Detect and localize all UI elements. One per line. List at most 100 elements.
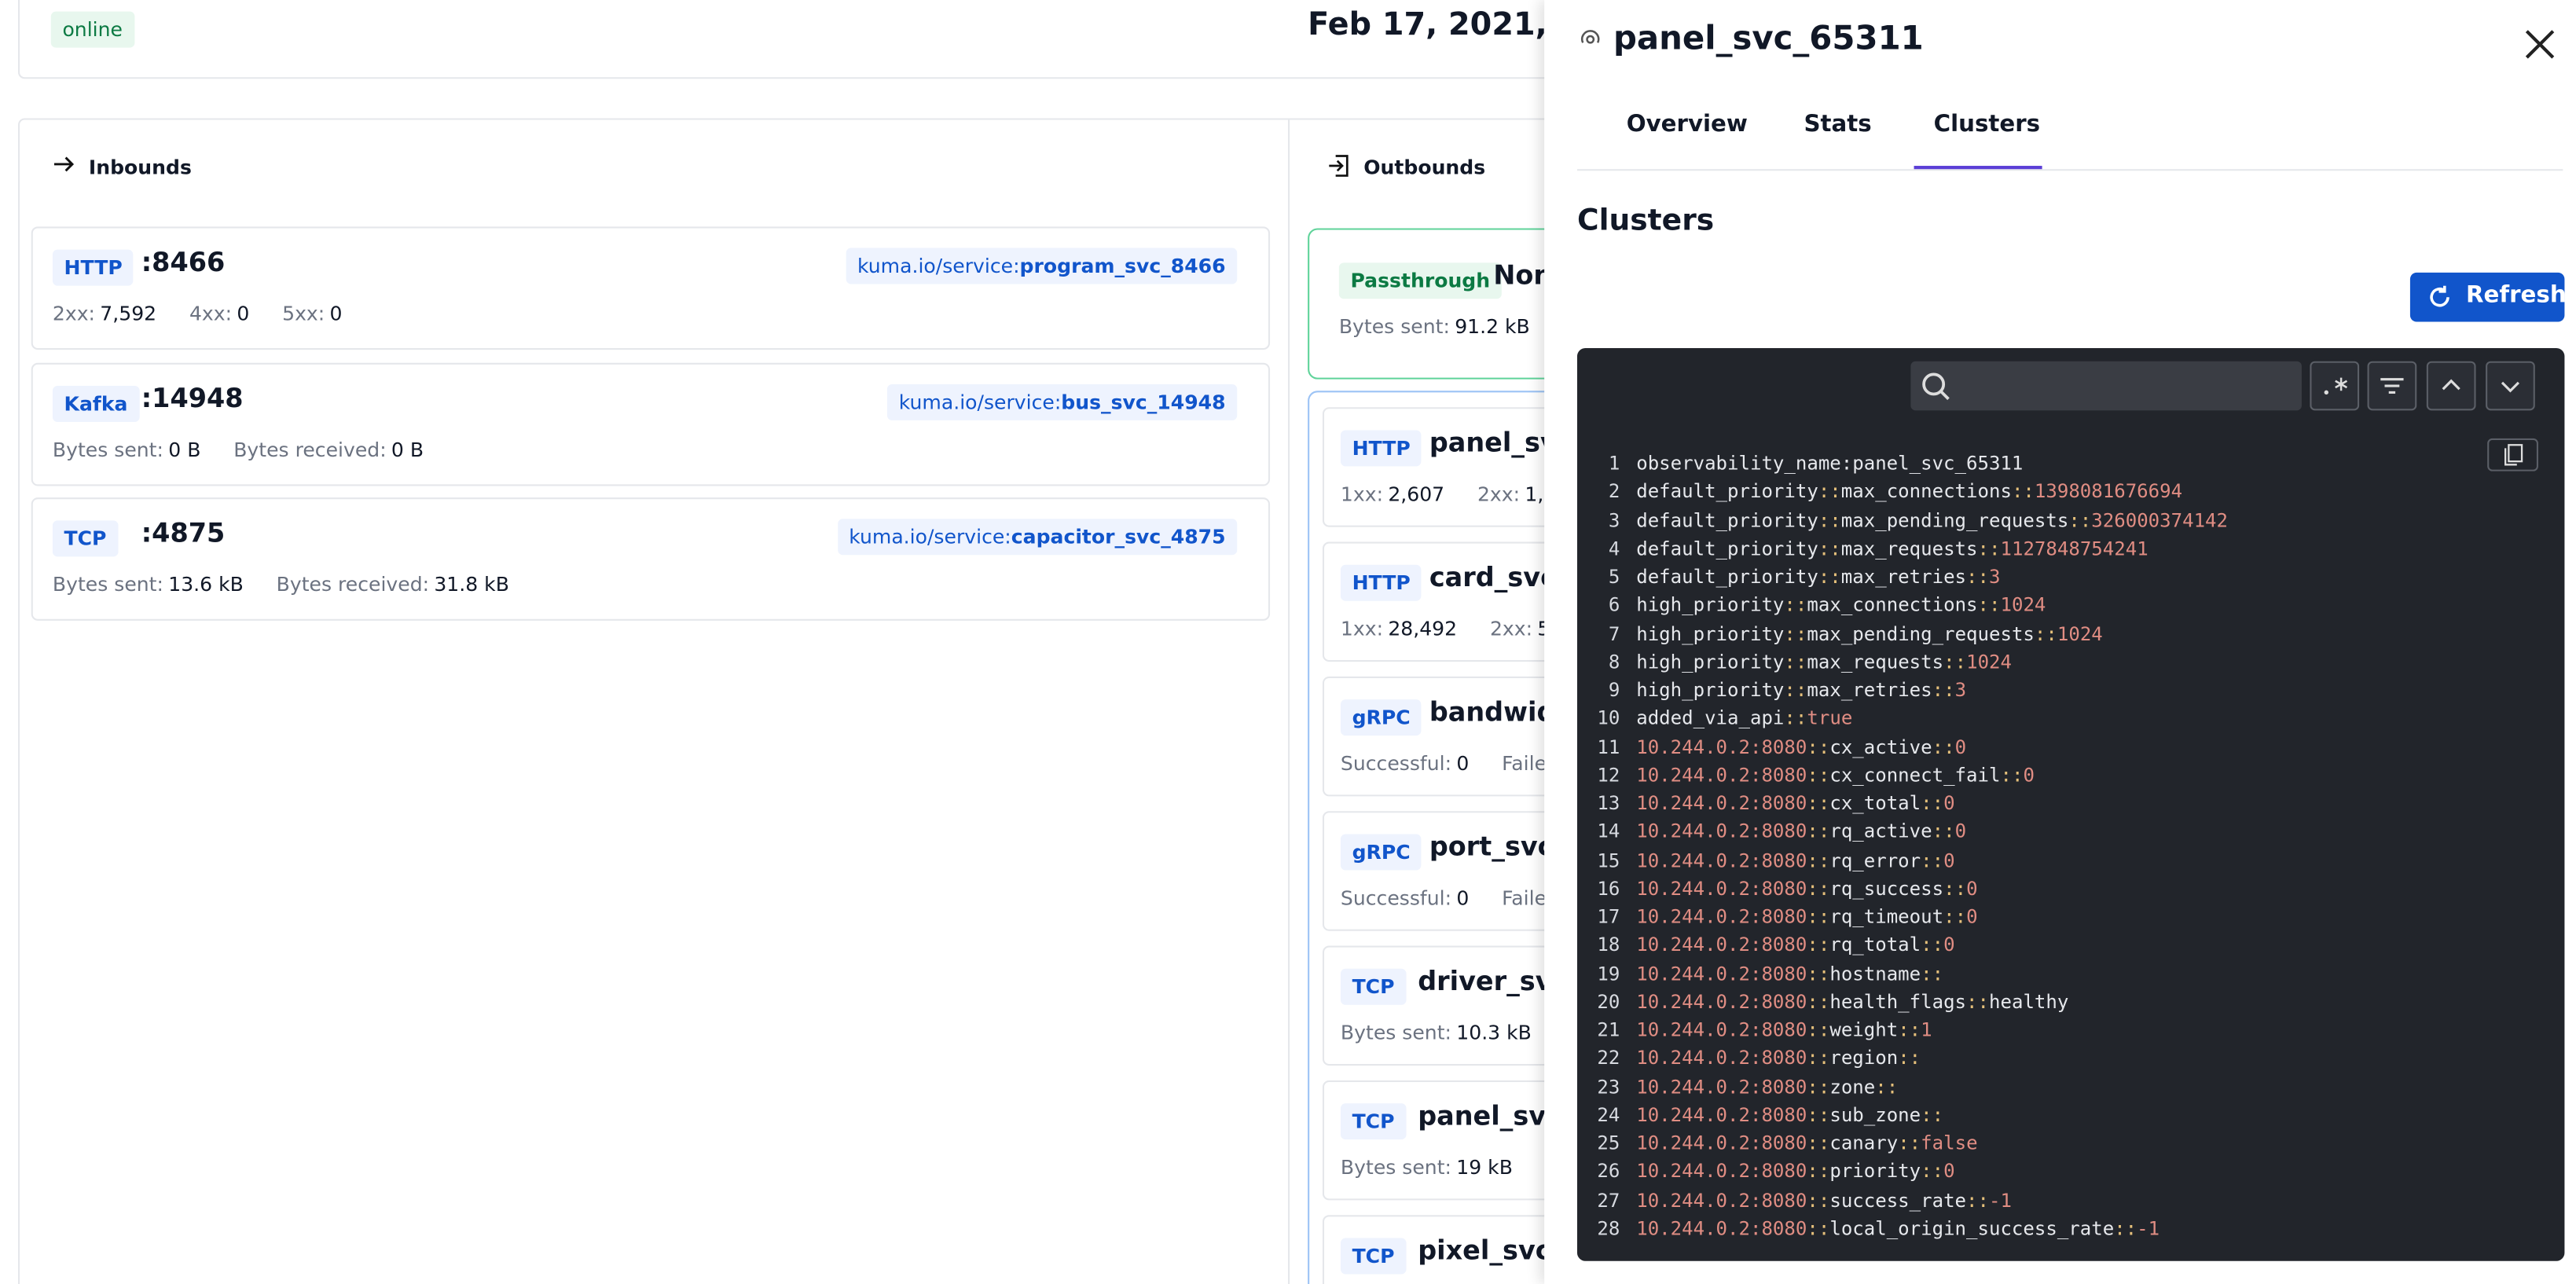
outbounds-title: Outbounds [1363, 156, 1486, 179]
code-line: 10.244.0.2:8080::success_rate::-1 [1636, 1187, 2013, 1212]
stat-label: Faile [1502, 886, 1547, 910]
protocol-badge: TCP [1340, 1238, 1407, 1275]
service-name: driver_svc [1418, 965, 1569, 997]
outbound-card: Passthrough Non Bytes sent: 91.2 kB [1322, 241, 1569, 365]
tab-overview[interactable]: Overview [1626, 112, 1748, 138]
code-line: default_priority::max_retries::3 [1636, 564, 2001, 589]
code-line: 10.244.0.2:8080::cx_active::0 [1636, 735, 1967, 758]
stat-label: 1xx: [1340, 617, 1384, 640]
filter-button[interactable] [2367, 361, 2417, 411]
regex-button[interactable] [2310, 361, 2360, 411]
filter-icon [2380, 378, 2404, 394]
refresh-icon [2430, 285, 2449, 307]
line-number: 2 [1608, 479, 1620, 503]
line-number: 23 [1597, 1074, 1620, 1098]
stat-value: 2,607 [1388, 482, 1445, 506]
stat-label: Bytes sent: [52, 573, 163, 596]
tag-key: kuma.io/service: [849, 525, 1011, 548]
code-line: default_priority::max_connections::13980… [1636, 479, 2183, 503]
port: :14948 [141, 381, 244, 413]
tab-clusters[interactable]: Clusters [1933, 112, 2041, 138]
copy-button[interactable] [2487, 438, 2538, 471]
outbound-card: gRPC port_svc_ Successful: 0 Faile [1322, 811, 1569, 931]
regex-icon [2324, 377, 2348, 395]
protocol-badge: TCP [52, 520, 119, 557]
side-panel: panel_svc_65311 Overview Stats Clusters … [1544, 0, 2576, 1284]
stats-row: Bytes sent: 10.3 kB [1341, 1022, 1565, 1044]
service-tag: kuma.io/service:program_svc_8466 [846, 248, 1238, 284]
inbound-card: TCP:4875 kuma.io/service:capacitor_svc_48… [31, 497, 1271, 621]
refresh-label: Refresh [2465, 282, 2567, 309]
code-line: 10.244.0.2:8080::weight::1 [1636, 1018, 1932, 1041]
tag-value: bus_svc_14948 [1061, 390, 1226, 413]
tag-value: program_svc_8466 [1019, 254, 1226, 278]
line-number: 15 [1597, 848, 1620, 871]
line-number: 6 [1608, 592, 1620, 617]
line-number: 22 [1597, 1046, 1620, 1069]
code-line: high_priority::max_pending_requests::102… [1636, 621, 2103, 645]
line-number: 27 [1597, 1187, 1620, 1212]
code-line: 10.244.0.2:8080::rq_success::0 [1636, 876, 1978, 900]
stat-value: 0 [1456, 886, 1470, 910]
stat-label: 1xx: [1340, 482, 1384, 506]
service-icon [1581, 30, 1600, 44]
service-tag: kuma.io/service:capacitor_svc_4875 [837, 519, 1238, 556]
code-line: 10.244.0.2:8080::sub_zone:: [1636, 1102, 1944, 1126]
search-input[interactable] [1910, 361, 2302, 411]
stat-value: 19 kB [1456, 1156, 1513, 1179]
protocol-badge: HTTP [1340, 430, 1422, 467]
protocol-badge: gRPC [1340, 834, 1422, 871]
tab-stats[interactable]: Stats [1804, 112, 1872, 138]
line-number: 12 [1597, 763, 1620, 787]
code-block: 1 observability_name:panel_svc_65311 2 defa… [1576, 347, 2565, 1261]
line-number: 10 [1597, 706, 1620, 730]
line-number: 20 [1597, 989, 1620, 1013]
inbound-card: HTTP:8466 kuma.io/service:program_svc_846… [31, 226, 1271, 350]
line-number: 8 [1608, 649, 1620, 673]
panel-title: panel_svc_65311 [1613, 17, 1924, 58]
line-number: 1 [1608, 451, 1620, 475]
outbound-card: gRPC bandwidt Successful: 0 Faile [1322, 676, 1569, 797]
stat-label: 2xx: [1489, 617, 1533, 640]
line-number: 7 [1608, 621, 1620, 645]
stat-value: 28,492 [1388, 617, 1458, 640]
stat-label: Successful: [1340, 886, 1452, 910]
protocol-badge: HTTP [52, 249, 134, 286]
code-line: observability_name:panel_svc_65311 [1636, 451, 2024, 475]
stats-row: Bytes sent: 0 B Bytes received: 0 B [53, 438, 457, 460]
refresh-button[interactable]: Refresh [2409, 272, 2567, 322]
prev-button[interactable] [2426, 361, 2476, 411]
tab-underline [1914, 166, 2042, 170]
stats-row: Bytes sent: 13.6 kB Bytes received: 31.8 kB [53, 573, 542, 596]
code-line: 10.244.0.2:8080::hostname:: [1636, 961, 1944, 985]
protocol-badge: TCP [1340, 1103, 1407, 1140]
stats-row: 2xx: 7,592 4xx: 0 5xx: 0 [53, 302, 375, 325]
stat-label: Bytes received: [233, 437, 387, 461]
stat-value: 31.8 kB [434, 573, 509, 596]
line-number: 13 [1597, 791, 1620, 815]
code-line: 10.244.0.2:8080::cx_connect_fail::0 [1636, 763, 2035, 787]
line-number: 11 [1597, 735, 1620, 758]
stat-value: 0 B [168, 437, 201, 461]
stats-row: Bytes sent:19 kBB [1341, 1156, 1559, 1179]
line-number: 26 [1597, 1159, 1620, 1183]
tag-key: kuma.io/service: [857, 254, 1020, 278]
stat-value: 0 [1456, 751, 1470, 776]
status-badge: online [50, 11, 134, 48]
line-number: 17 [1597, 904, 1620, 928]
copy-icon [2504, 444, 2523, 466]
close-button[interactable] [2523, 28, 2556, 61]
code-line: default_priority::max_pending_requests::… [1636, 508, 2229, 531]
next-button[interactable] [2486, 361, 2535, 411]
stat-label: Bytes sent: [1338, 315, 1450, 339]
protocol-badge: HTTP [1340, 564, 1422, 601]
code-line: 10.244.0.2:8080::rq_error::0 [1636, 848, 1955, 871]
port: :8466 [141, 246, 226, 278]
stat-label: Bytes sent: [52, 437, 163, 461]
stats-row: Bytes sent: 91.2 kB [1339, 315, 1563, 338]
protocol-badge: TCP [1340, 968, 1407, 1005]
stat-label: 2xx: [52, 302, 96, 325]
